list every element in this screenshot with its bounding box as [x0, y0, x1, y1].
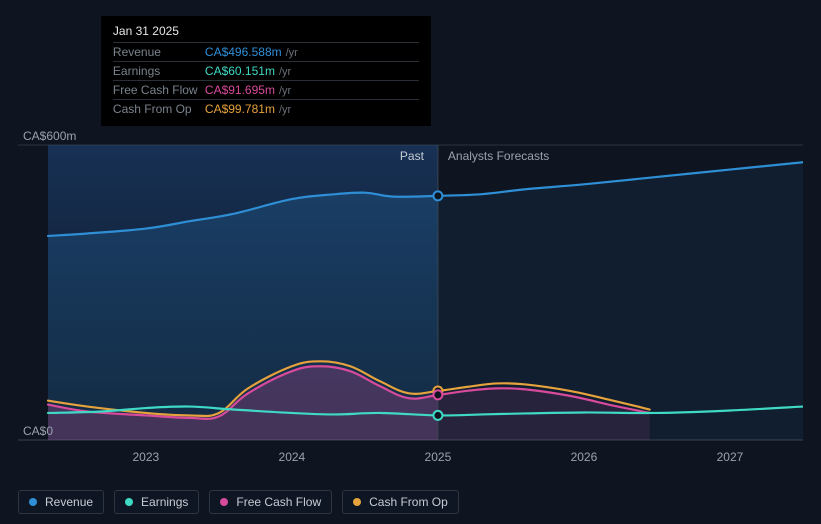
x-axis-label: 2023: [132, 450, 159, 464]
tooltip-row-value: CA$496.588m: [205, 45, 282, 59]
tooltip-row-label: Cash From Op: [113, 102, 205, 116]
x-axis-label: 2025: [425, 450, 452, 464]
legend-label: Free Cash Flow: [236, 495, 321, 509]
earnings-marker: [433, 411, 442, 420]
tooltip-row: Free Cash FlowCA$91.695m/yr: [113, 80, 419, 99]
tooltip-row-value: CA$99.781m: [205, 102, 275, 116]
chart-tooltip: Jan 31 2025 RevenueCA$496.588m/yrEarning…: [101, 16, 431, 126]
legend-item-free-cash-flow[interactable]: Free Cash Flow: [209, 490, 332, 514]
legend-item-revenue[interactable]: Revenue: [18, 490, 104, 514]
legend-label: Earnings: [141, 495, 188, 509]
tooltip-row-label: Revenue: [113, 45, 205, 59]
x-axis-label: 2024: [279, 450, 306, 464]
y-axis-label: CA$600m: [23, 129, 76, 143]
chart-container: Jan 31 2025 RevenueCA$496.588m/yrEarning…: [18, 0, 803, 524]
tooltip-row-unit: /yr: [279, 104, 291, 116]
legend-dot: [29, 498, 37, 506]
free_cash_flow-marker: [433, 390, 442, 399]
legend-dot: [353, 498, 361, 506]
legend-item-cash-from-op[interactable]: Cash From Op: [342, 490, 459, 514]
x-axis-label: 2026: [571, 450, 598, 464]
legend: Revenue Earnings Free Cash Flow Cash From O…: [18, 490, 459, 514]
tooltip-date: Jan 31 2025: [113, 24, 419, 42]
legend-dot: [220, 498, 228, 506]
tooltip-row-unit: /yr: [279, 85, 291, 97]
tooltip-row: Cash From OpCA$99.781m/yr: [113, 99, 419, 118]
y-axis-label: CA$0: [23, 424, 53, 438]
tooltip-row-value: CA$60.151m: [205, 64, 275, 78]
tooltip-row: EarningsCA$60.151m/yr: [113, 61, 419, 80]
legend-label: Cash From Op: [369, 495, 448, 509]
tooltip-row-value: CA$91.695m: [205, 83, 275, 97]
forecast-label: Analysts Forecasts: [448, 149, 549, 163]
tooltip-row-unit: /yr: [286, 47, 298, 59]
x-axis-label: 2027: [717, 450, 744, 464]
revenue-marker: [433, 191, 442, 200]
past-label: Past: [400, 149, 424, 163]
tooltip-row-label: Earnings: [113, 64, 205, 78]
tooltip-row: RevenueCA$496.588m/yr: [113, 42, 419, 61]
legend-label: Revenue: [45, 495, 93, 509]
legend-dot: [125, 498, 133, 506]
tooltip-row-label: Free Cash Flow: [113, 83, 205, 97]
legend-item-earnings[interactable]: Earnings: [114, 490, 199, 514]
tooltip-row-unit: /yr: [279, 66, 291, 78]
